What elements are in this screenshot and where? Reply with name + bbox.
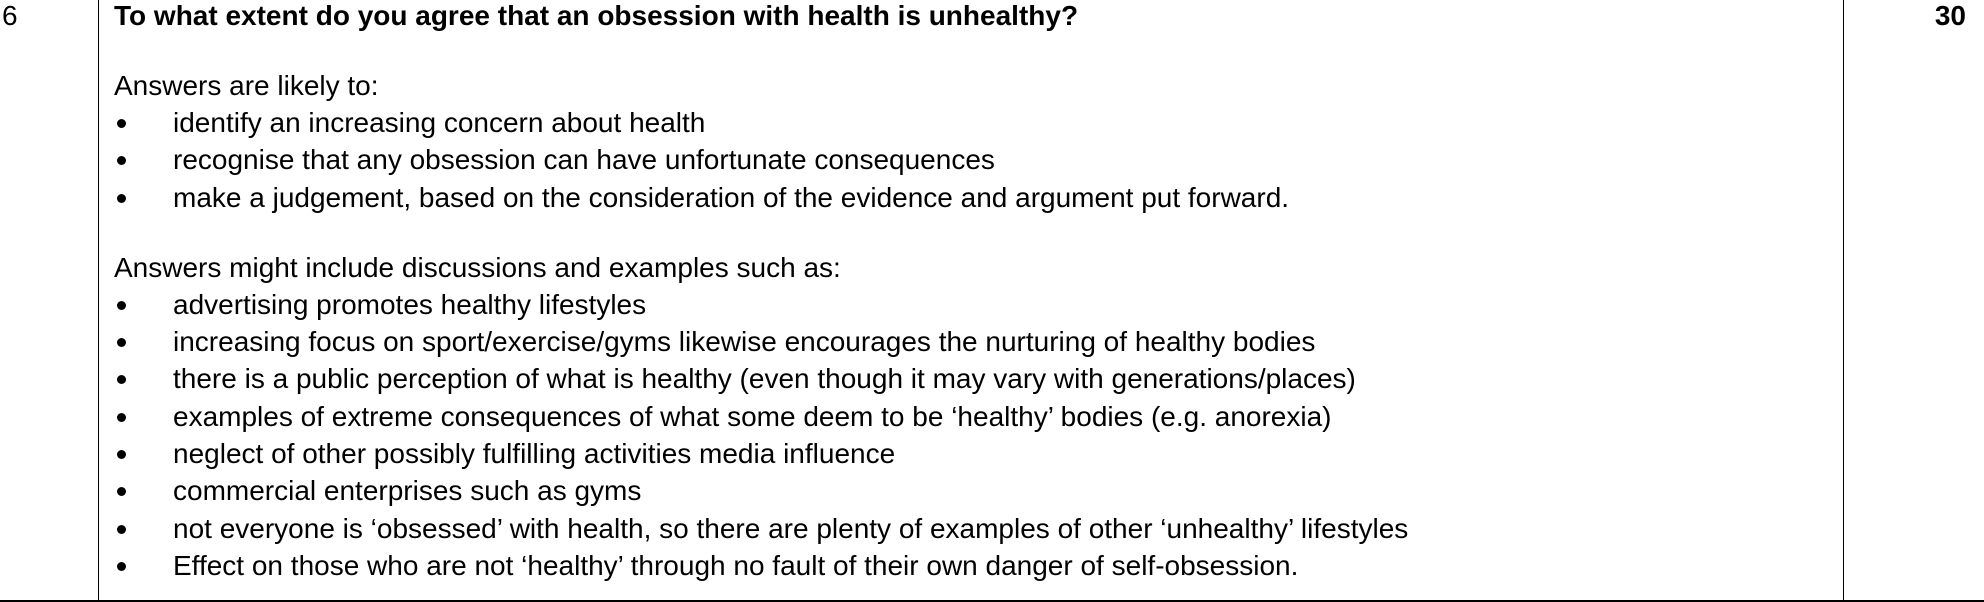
bullet-icon [117, 300, 126, 310]
list-item-text: there is a public perception of what is … [173, 363, 1356, 395]
list-item: Effect on those who are not ‘healthy’ th… [114, 547, 1834, 584]
list-item: increasing focus on sport/exercise/gyms … [114, 323, 1834, 360]
bullet-icon [117, 375, 126, 385]
list-item-text: identify an increasing concern about hea… [173, 107, 706, 138]
bullet-icon [117, 156, 126, 166]
table-bottom-border [0, 600, 1984, 602]
section1-list: identify an increasing concern about hea… [114, 104, 1834, 216]
list-item-text: commercial enterprises such as gyms [173, 475, 642, 507]
bullet-icon [117, 561, 126, 571]
list-item-text: not everyone is ‘obsessed’ with health, … [173, 512, 1409, 544]
list-item-text: increasing focus on sport/exercise/gyms … [173, 326, 1316, 358]
column-divider-left [98, 0, 99, 602]
bullet-icon [117, 193, 126, 203]
question-number: 6 [2, 0, 18, 31]
bullet-icon [117, 487, 126, 497]
section2-intro: Answers might include discussions and ex… [114, 251, 841, 283]
list-item: advertising promotes healthy lifestyles [114, 286, 1834, 323]
list-item-text: recognise that any obsession can have un… [173, 144, 995, 176]
bullet-icon [117, 338, 126, 348]
list-item: recognise that any obsession can have un… [114, 141, 1834, 178]
list-item: examples of extreme consequences of what… [114, 398, 1834, 435]
bullet-icon [117, 412, 126, 422]
marks-total: 30 [1934, 0, 1966, 31]
column-divider-right [1843, 0, 1844, 602]
list-item: make a judgement, based on the considera… [114, 179, 1834, 216]
list-item-text: Effect on those who are not ‘healthy’ th… [173, 549, 1299, 581]
list-item: not everyone is ‘obsessed’ with health, … [114, 510, 1834, 547]
list-item-text: advertising promotes healthy lifestyles [173, 288, 647, 320]
bullet-icon [117, 119, 126, 128]
section1-intro: Answers are likely to: [114, 70, 379, 101]
list-item-text: make a judgement, based on the considera… [173, 181, 1290, 213]
bullet-icon [117, 450, 126, 460]
bullet-icon [117, 524, 126, 534]
section2-list: advertising promotes healthy lifestyles … [114, 286, 1834, 584]
list-item: there is a public perception of what is … [114, 360, 1834, 397]
list-item: identify an increasing concern about hea… [114, 104, 1834, 141]
list-item-text: neglect of other possibly fulfilling act… [173, 438, 896, 470]
mark-scheme-content: To what extent do you agree that an obse… [114, 0, 1834, 584]
list-item: neglect of other possibly fulfilling act… [114, 435, 1834, 472]
list-item-text: examples of extreme consequences of what… [173, 400, 1332, 432]
question-text: To what extent do you agree that an obse… [114, 0, 1079, 31]
list-item: commercial enterprises such as gyms [114, 472, 1834, 509]
